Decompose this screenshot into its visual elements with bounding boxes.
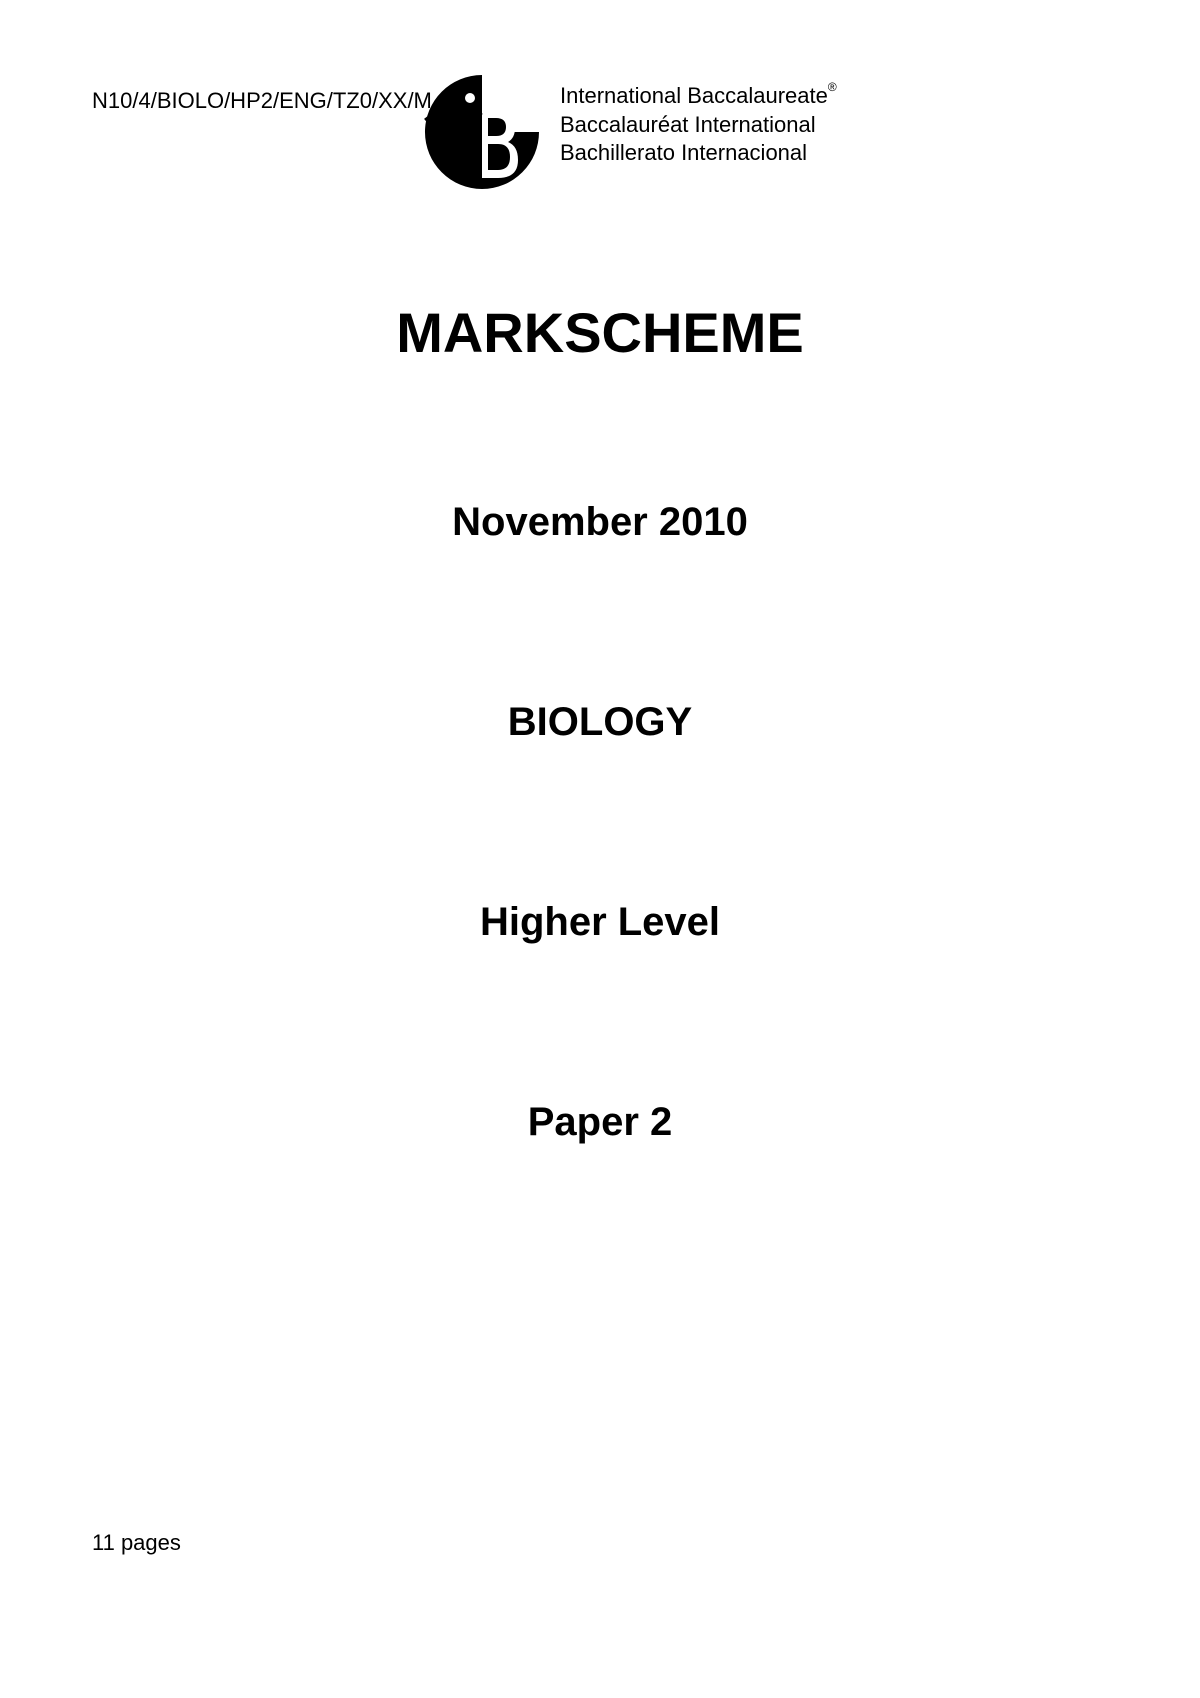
org-name-french: Baccalauréat International — [560, 111, 828, 140]
exam-session: November 2010 — [0, 500, 1200, 545]
organization-name: International Baccalaureate® Baccalauréa… — [560, 82, 828, 168]
subject-name: BIOLOGY — [0, 700, 1200, 745]
registered-symbol: ® — [828, 80, 837, 96]
ib-logo — [420, 70, 545, 195]
paper-number: Paper 2 — [0, 1100, 1200, 1145]
document-code: N10/4/BIOLO/HP2/ENG/TZ0/XX/M — [92, 88, 432, 114]
main-title: MARKSCHEME — [0, 300, 1200, 365]
org-name-english: International Baccalaureate — [560, 83, 828, 108]
org-name-spanish: Bachillerato Internacional — [560, 139, 828, 168]
page-count: 11 pages — [92, 1530, 181, 1556]
exam-level: Higher Level — [0, 900, 1200, 945]
